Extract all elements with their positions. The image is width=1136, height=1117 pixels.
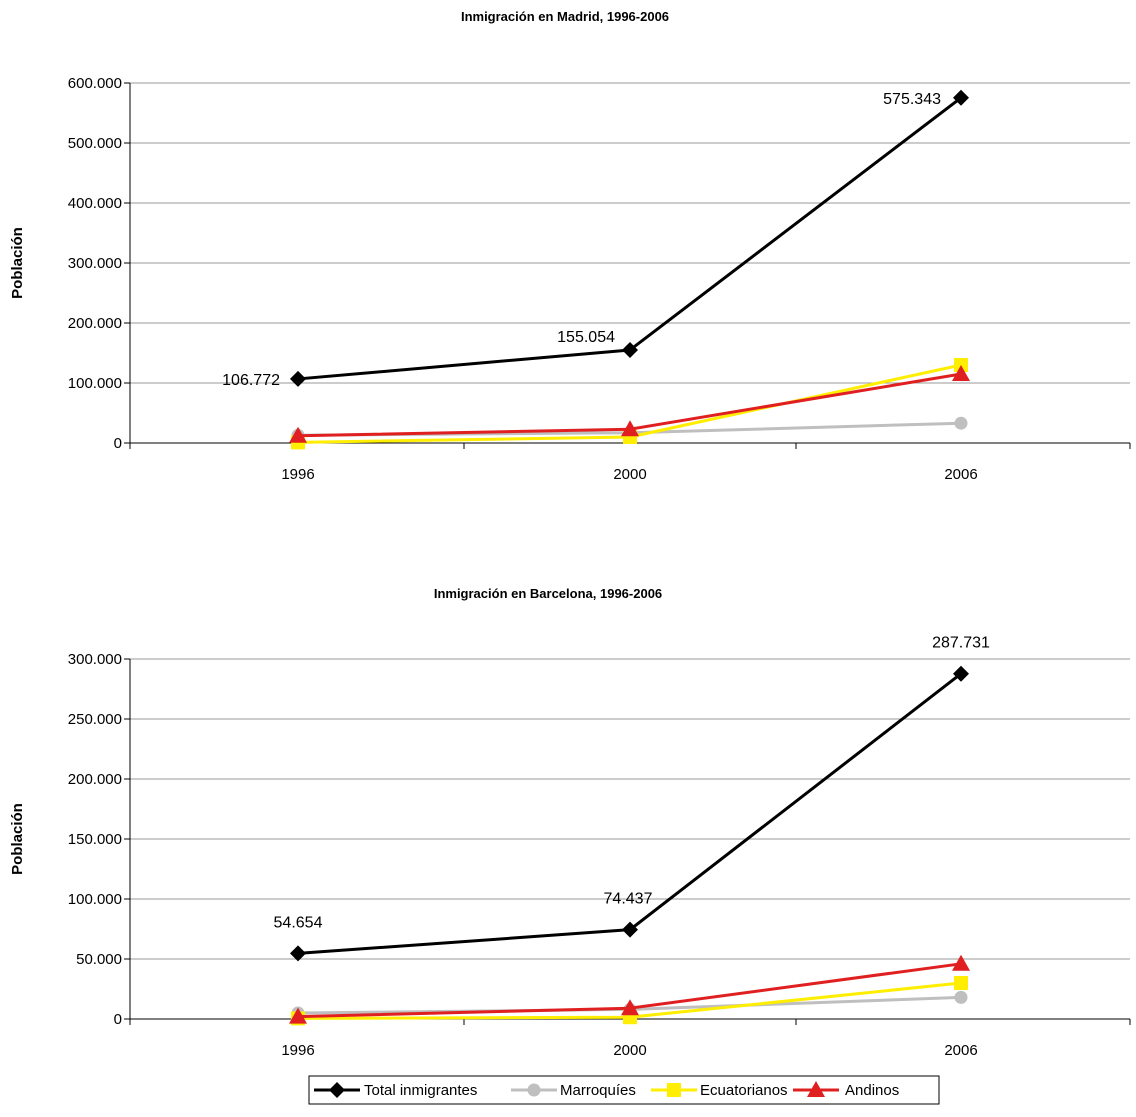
data-labels: 54.654 74.437 287.731 [274, 635, 990, 932]
x-tick-label: 2000 [613, 1042, 646, 1059]
y-tick-label: 400.000 [68, 195, 122, 212]
x-tick-label: 2000 [613, 466, 646, 483]
series-andinos [289, 365, 970, 443]
series-total-inmigrantes [290, 89, 969, 387]
data-point [954, 990, 968, 1004]
x-tick-labels: 1996 2000 2006 [281, 466, 977, 483]
series-line [297, 96, 962, 381]
series-line [297, 672, 962, 955]
y-tick-label: 600.000 [68, 75, 122, 92]
data-point [289, 426, 307, 443]
x-tick-label: 1996 [281, 1042, 314, 1059]
data-label: 155.054 [557, 329, 615, 346]
legend-item: Andinos [793, 1081, 899, 1099]
legend-label: Total inmigrantes [364, 1082, 477, 1099]
y-tick-label: 500.000 [68, 135, 122, 152]
gridlines [130, 82, 1130, 384]
data-point [289, 1007, 307, 1024]
data-point [290, 370, 306, 387]
legend-item: Ecuatorianos [651, 1082, 788, 1099]
y-tick-labels: 0 100.000 200.000 300.000 400.000 500.000 600.… [68, 75, 122, 452]
legend-label: Andinos [845, 1082, 899, 1099]
x-tick-labels: 1996 2000 2006 [281, 1042, 977, 1059]
data-point [621, 420, 639, 437]
x-tick-label: 2006 [944, 466, 977, 483]
legend-item: Total inmigrantes [314, 1082, 477, 1099]
x-tick-label: 1996 [281, 466, 314, 483]
data-point [953, 665, 969, 682]
data-label: 575.343 [883, 91, 941, 108]
data-label: 54.654 [274, 914, 323, 931]
data-point [621, 999, 639, 1016]
y-tick-labels: 0 50.000 100.000 150.000 200.000 250.000 300.0… [68, 651, 122, 1028]
legend-item: Marroquíes [511, 1082, 636, 1099]
data-label: 74.437 [604, 891, 653, 908]
barcelona-chart: Inmigración en Barcelona, 1996-2006 Pobl… [9, 586, 1131, 1059]
y-tick-label: 200.000 [68, 771, 122, 788]
legend-marker [527, 1083, 541, 1097]
axes [124, 82, 1131, 449]
legend: Total inmigrantes Marroquíes Ecuatorianos A… [308, 1075, 940, 1105]
axes [124, 658, 1131, 1025]
legend-label: Marroquíes [560, 1082, 636, 1099]
y-tick-label: 0 [114, 435, 122, 452]
series-group [289, 89, 970, 450]
data-point [954, 976, 968, 990]
series-group [289, 665, 970, 1026]
y-tick-label: 300.000 [68, 651, 122, 668]
y-tick-label: 100.000 [68, 891, 122, 908]
y-tick-label: 100.000 [68, 375, 122, 392]
y-tick-label: 300.000 [68, 255, 122, 272]
data-label: 106.772 [222, 372, 280, 389]
series-andinos [289, 954, 970, 1024]
data-point [952, 954, 970, 971]
data-point [622, 341, 638, 358]
legend-marker [667, 1083, 681, 1097]
data-point [290, 945, 306, 962]
chart-title: Inmigración en Barcelona, 1996-2006 [434, 586, 662, 601]
y-tick-label: 200.000 [68, 315, 122, 332]
data-labels: 106.772 155.054 575.343 [222, 91, 941, 389]
x-tick-label: 2006 [944, 1042, 977, 1059]
data-point [952, 365, 970, 381]
legend-marker [329, 1082, 345, 1098]
y-axis-label: Población [9, 803, 26, 875]
chart-title: Inmigración en Madrid, 1996-2006 [461, 9, 669, 24]
y-tick-label: 250.000 [68, 711, 122, 728]
data-point [953, 89, 969, 106]
y-tick-label: 150.000 [68, 831, 122, 848]
y-tick-label: 0 [114, 1011, 122, 1028]
data-point [622, 921, 638, 938]
y-axis-label: Población [9, 227, 26, 299]
data-label: 287.731 [932, 635, 990, 652]
legend-label: Ecuatorianos [700, 1082, 788, 1099]
legend-marker [807, 1081, 825, 1097]
series-total-inmigrantes [290, 665, 969, 962]
y-tick-label: 50.000 [76, 951, 122, 968]
data-point [954, 416, 968, 430]
madrid-chart: Inmigración en Madrid, 1996-2006 Poblaci… [9, 9, 1131, 483]
